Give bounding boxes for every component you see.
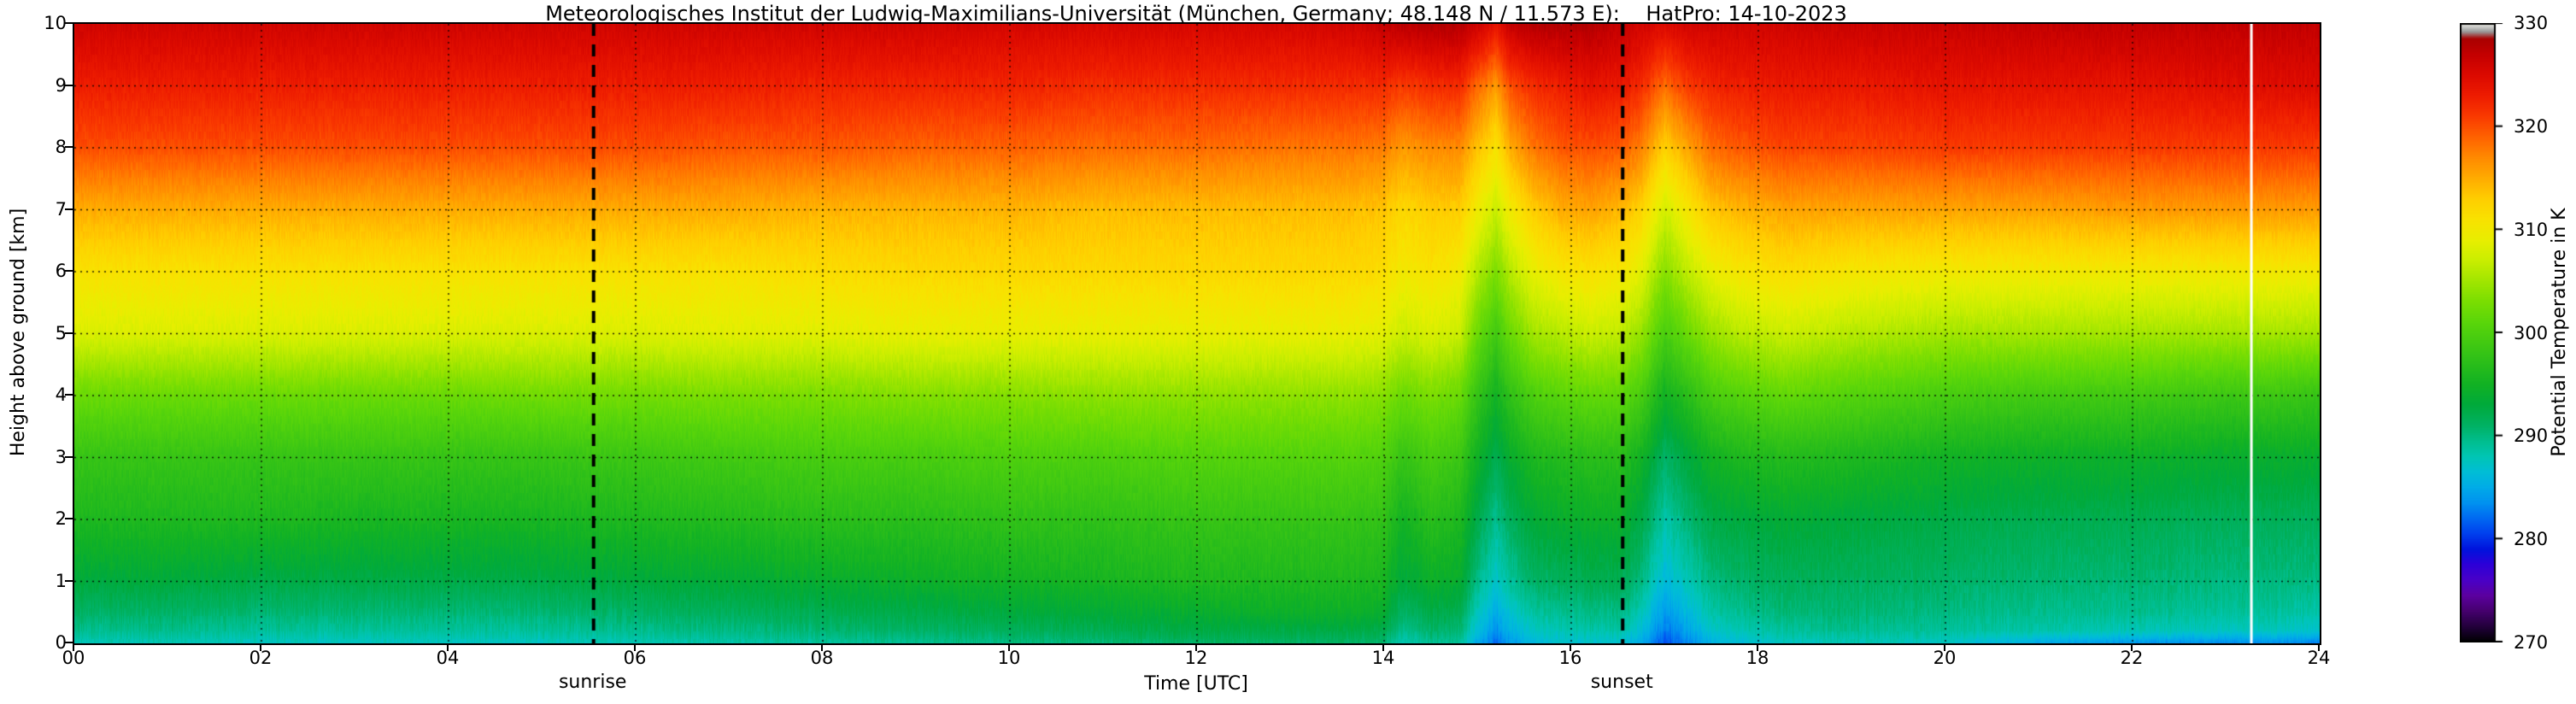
colorbar-tick-label: 310 xyxy=(2514,219,2549,240)
x-tick-label: 22 xyxy=(2120,648,2144,668)
colorbar-tick-label: 280 xyxy=(2514,529,2549,550)
y-tick-mark xyxy=(65,84,73,86)
x-tick-label: 04 xyxy=(436,648,460,668)
x-axis-label: Time [UTC] xyxy=(1144,673,1248,695)
x-tick-label: 14 xyxy=(1371,648,1395,668)
x-tick-mark xyxy=(2318,643,2320,651)
x-tick-label: 18 xyxy=(1746,648,1769,668)
y-tick-mark xyxy=(65,331,73,334)
x-tick-mark xyxy=(1382,643,1384,651)
y-tick-mark xyxy=(65,642,73,643)
colorbar-canvas xyxy=(2460,23,2509,642)
y-tick-label: 5 xyxy=(55,322,67,343)
colorbar-label: Potential Temperature in K xyxy=(2549,208,2570,457)
y-tick-mark xyxy=(65,208,73,210)
x-tick-label: 06 xyxy=(623,648,647,668)
x-tick-label: 20 xyxy=(1933,648,1957,668)
chart-title: Meteorologisches Institut der Ludwig-Max… xyxy=(545,2,1847,26)
y-tick-mark xyxy=(65,270,73,272)
y-tick-label: 6 xyxy=(55,261,67,281)
x-tick-label: 08 xyxy=(810,648,834,668)
y-tick-label: 4 xyxy=(55,384,67,405)
x-tick-mark xyxy=(1570,643,1571,651)
y-tick-label: 1 xyxy=(55,570,67,591)
x-tick-mark xyxy=(634,643,636,651)
x-tick-mark xyxy=(821,643,823,651)
colorbar-tick-label: 320 xyxy=(2514,115,2549,137)
y-tick-mark xyxy=(65,146,73,148)
x-tick-mark xyxy=(1757,643,1758,651)
sunset-label: sunset xyxy=(1590,672,1653,693)
x-tick-label: 12 xyxy=(1184,648,1208,668)
x-tick-label: 00 xyxy=(62,648,85,668)
x-tick-mark xyxy=(2131,643,2133,651)
x-tick-mark xyxy=(1195,643,1197,651)
y-tick-mark xyxy=(65,22,73,24)
y-tick-mark xyxy=(65,579,73,582)
colorbar-tick-label: 330 xyxy=(2514,13,2549,33)
colorbar xyxy=(2460,22,2509,643)
y-tick-label: 7 xyxy=(55,198,67,220)
y-tick-label: 8 xyxy=(55,137,67,157)
colorbar-tick-label: 290 xyxy=(2514,425,2549,447)
x-tick-mark xyxy=(447,643,449,651)
colorbar-tick-label: 300 xyxy=(2514,322,2549,343)
x-tick-mark xyxy=(1008,643,1010,651)
y-tick-mark xyxy=(65,455,73,458)
y-tick-label: 0 xyxy=(55,632,67,653)
y-tick-label: 10 xyxy=(44,13,67,33)
x-tick-mark xyxy=(73,643,74,651)
x-tick-mark xyxy=(260,643,261,651)
x-tick-mark xyxy=(1944,643,1945,651)
x-tick-label: 24 xyxy=(2307,648,2331,668)
plot-area xyxy=(73,22,2321,645)
y-tick-label: 3 xyxy=(55,446,67,467)
sunrise-label: sunrise xyxy=(558,672,627,693)
y-tick-mark xyxy=(65,394,73,396)
heatmap-canvas xyxy=(74,24,2320,643)
y-tick-label: 9 xyxy=(55,74,67,96)
colorbar-tick-label: 270 xyxy=(2514,632,2549,653)
x-tick-label: 10 xyxy=(997,648,1021,668)
y-tick-mark xyxy=(65,518,73,519)
x-tick-label: 02 xyxy=(249,648,273,668)
x-tick-label: 16 xyxy=(1558,648,1582,668)
y-tick-label: 2 xyxy=(55,508,67,529)
